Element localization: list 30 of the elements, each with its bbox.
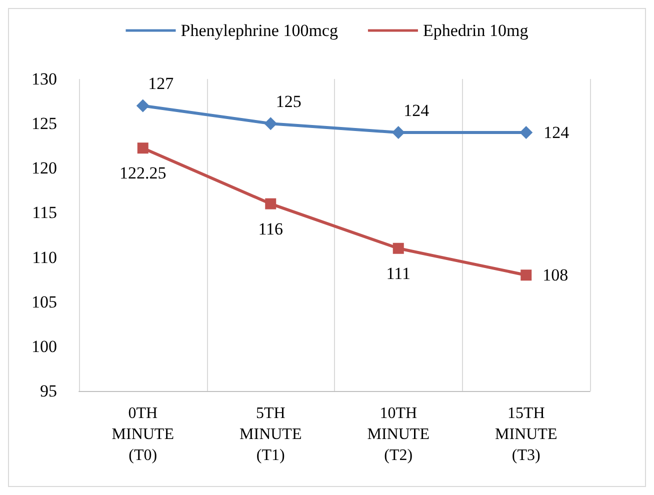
point [136,99,150,112]
data-label: 108 [542,266,568,285]
y-tick-label: 95 [40,382,57,400]
x-tick-label: 10TH MINUTE (T2) [367,405,430,464]
x-tick-label: 5TH MINUTE (T1) [240,405,302,464]
x-tick-label: 0TH MINUTE (T0) [112,405,174,464]
data-label: 125 [276,92,302,112]
point [520,126,533,139]
data-label: 124 [544,122,570,142]
y-tick-label: 115 [32,203,57,222]
y-tick-label: 120 [32,158,57,178]
data-label: 127 [148,74,174,94]
point [392,126,405,139]
y-tick-label: 125 [32,114,57,134]
y-tick-label: 105 [32,292,57,312]
point [137,142,148,154]
legend-label: Phenylephrine 100mcg [180,21,338,40]
point [265,198,276,210]
data-label: 124 [404,100,430,120]
x-tick-label: 15TH MINUTE (T3) [495,405,558,464]
point [520,270,532,281]
y-tick-label: 100 [32,336,57,356]
data-label: 116 [258,219,284,238]
y-tick-label: 110 [32,248,57,267]
legend-label: Ephedrin 10mg [422,21,529,40]
data-label: 122.25 [120,164,166,183]
data-label: 111 [386,264,410,283]
y-tick-label: 130 [32,70,57,88]
point [264,117,278,130]
point [392,242,404,254]
